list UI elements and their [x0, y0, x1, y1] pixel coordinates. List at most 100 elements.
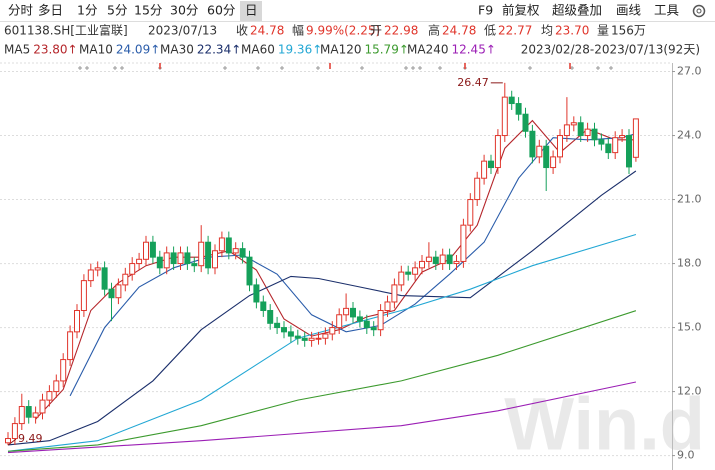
- y-tick-label: 21.0: [677, 193, 702, 206]
- period-tab[interactable]: 日: [245, 3, 258, 18]
- candle-body: [439, 254, 446, 265]
- legend-value: 24.09↑: [116, 43, 160, 57]
- candle-body: [336, 314, 343, 329]
- y-tick-label: 15.0: [677, 321, 702, 334]
- candle-body: [370, 327, 377, 331]
- quote-label: 收: [236, 24, 248, 38]
- candle-body: [115, 284, 122, 299]
- quote-value: 9.99%(2.25): [306, 24, 380, 38]
- candle-body: [446, 254, 453, 265]
- candle-body: [136, 258, 143, 265]
- tool-button[interactable]: F9: [478, 3, 493, 18]
- candle-body: [5, 438, 11, 444]
- period-tab[interactable]: 5分: [107, 3, 127, 18]
- candle-body: [60, 359, 67, 382]
- candle-body: [212, 250, 218, 269]
- event-marker: [528, 66, 532, 70]
- period-tab[interactable]: 60分: [207, 3, 235, 18]
- candle-body: [619, 135, 626, 139]
- settings-icon[interactable]: [692, 4, 706, 18]
- ma-line: [7, 170, 637, 446]
- tool-button[interactable]: 工具: [654, 3, 680, 18]
- period-tab[interactable]: 分时: [8, 3, 34, 18]
- candle-body: [343, 307, 350, 316]
- event-marker: [316, 66, 320, 70]
- candle-body: [287, 331, 294, 337]
- ma-line: [7, 233, 637, 452]
- candle-body: [522, 113, 529, 132]
- event-marker: [223, 66, 227, 70]
- legend-name: MA60: [241, 43, 275, 57]
- quote-label: 低: [484, 24, 496, 38]
- candle-body: [536, 145, 543, 158]
- candle-body: [32, 412, 39, 418]
- candle-body: [177, 252, 184, 265]
- candle-body: [163, 252, 170, 269]
- quote-value: 24.78: [442, 24, 476, 38]
- legend-value: 22.34↑: [197, 43, 241, 57]
- candle-body: [101, 267, 108, 290]
- candle-body: [143, 241, 149, 260]
- candle-body: [39, 399, 46, 414]
- candle-body: [267, 310, 274, 324]
- tool-button[interactable]: 前复权: [502, 3, 540, 18]
- selected-tab-bg: [240, 1, 262, 21]
- candle-body: [329, 327, 336, 335]
- date-range: 2023/02/28-2023/07/13(92天): [521, 43, 700, 57]
- candle-body: [260, 301, 267, 312]
- candle-body: [632, 118, 639, 158]
- tool-button[interactable]: 超级叠加: [552, 3, 602, 18]
- y-tick-label: 24.0: [677, 129, 702, 142]
- period-tab[interactable]: 1分: [77, 3, 97, 18]
- candle-body: [205, 241, 212, 269]
- candle-body: [225, 237, 232, 254]
- candle-body: [94, 267, 101, 271]
- candle-body: [550, 156, 557, 169]
- annotation: 9.49: [18, 432, 43, 445]
- period-tab[interactable]: 多日: [38, 3, 63, 18]
- candle-body: [577, 122, 584, 137]
- quote-value: 23.70: [555, 24, 589, 38]
- candle-body: [308, 337, 315, 341]
- candle-body: [598, 139, 605, 145]
- candle-body: [301, 337, 308, 341]
- candle-body: [170, 252, 177, 265]
- event-marker: [596, 66, 600, 70]
- legend-value: 19.36↑: [278, 43, 322, 57]
- candle-body: [543, 145, 550, 169]
- candle-body: [232, 248, 239, 254]
- legend-name: MA240: [407, 43, 448, 57]
- candle-body: [184, 252, 191, 265]
- event-marker: [418, 66, 422, 70]
- candle-body: [501, 96, 508, 137]
- quote-value: 22.77: [498, 24, 532, 38]
- legend-value: 12.45↑: [451, 43, 495, 57]
- legend-name: MA5: [4, 43, 30, 57]
- candle-body: [557, 135, 563, 158]
- candle-body: [129, 263, 136, 275]
- candle-body: [377, 310, 384, 331]
- y-tick-label: 27.0: [677, 65, 702, 78]
- candle-body: [156, 256, 163, 269]
- candle-body: [474, 177, 481, 201]
- quote-label: 高: [428, 23, 440, 38]
- tool-button[interactable]: 画线: [616, 3, 642, 18]
- candle-body: [412, 267, 419, 275]
- event-marker: [411, 66, 415, 70]
- quote-date: 2023/07/13: [148, 24, 217, 38]
- event-marker: [256, 66, 260, 70]
- legend-value: 23.80↑: [33, 43, 77, 57]
- candle-body: [218, 237, 225, 252]
- period-tab[interactable]: 30分: [170, 3, 198, 18]
- candle-body: [384, 301, 391, 312]
- candle-body: [246, 256, 253, 286]
- candle-body: [322, 333, 329, 339]
- candle-body: [405, 271, 412, 275]
- candle-body: [315, 337, 322, 340]
- candle-body: [74, 310, 80, 333]
- period-tab[interactable]: 15分: [134, 3, 162, 18]
- candle-body: [584, 128, 591, 137]
- quote-value: 156万: [611, 24, 646, 38]
- candle-body: [356, 316, 363, 322]
